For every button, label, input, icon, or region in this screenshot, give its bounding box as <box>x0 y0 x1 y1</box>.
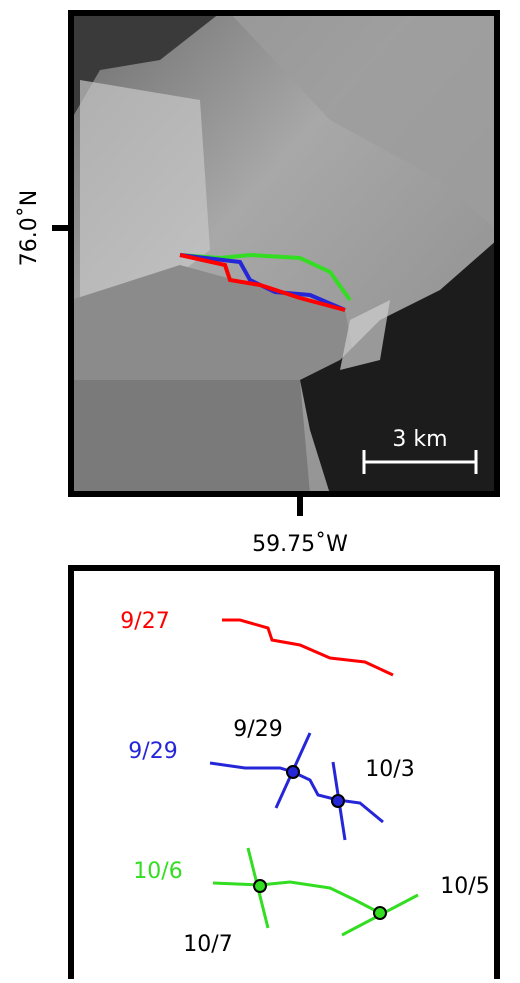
scale-label: 3 km <box>392 427 447 452</box>
front-label: 9/29 <box>128 739 177 764</box>
front-label: 9/27 <box>120 609 169 634</box>
lat-label: 76.0˚N <box>17 190 42 266</box>
lon-label: 59.75˚W <box>252 532 348 557</box>
figure: 76.0˚N 59.75˚W 3 km 9/27 9/29 10/6 9/29 … <box>0 0 520 979</box>
front-label: 10/6 <box>133 859 182 884</box>
annotation: 10/5 <box>440 874 489 899</box>
annotation: 9/29 <box>233 717 282 742</box>
annotation: 10/3 <box>365 757 414 782</box>
satellite-image <box>71 13 497 494</box>
annotation: 10/7 <box>183 932 232 957</box>
